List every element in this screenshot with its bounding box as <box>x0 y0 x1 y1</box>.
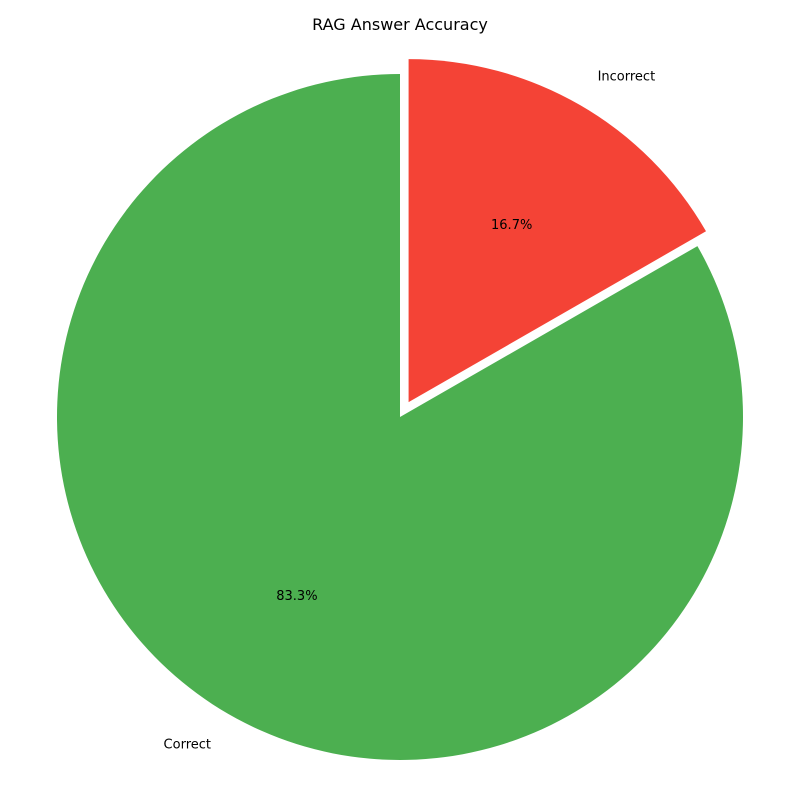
pct-label-incorrect: 16.7% <box>491 218 532 233</box>
pie-slice-incorrect <box>408 59 706 403</box>
slice-label-incorrect: Incorrect <box>598 70 656 85</box>
labels-layer: 83.3% Correct 16.7% Incorrect <box>164 70 656 753</box>
chart-title: RAG Answer Accuracy <box>312 15 488 34</box>
slices-layer <box>57 59 744 761</box>
slice-label-correct: Correct <box>164 738 211 753</box>
pie-slice-correct <box>57 74 744 761</box>
pct-label-correct: 83.3% <box>276 589 317 604</box>
